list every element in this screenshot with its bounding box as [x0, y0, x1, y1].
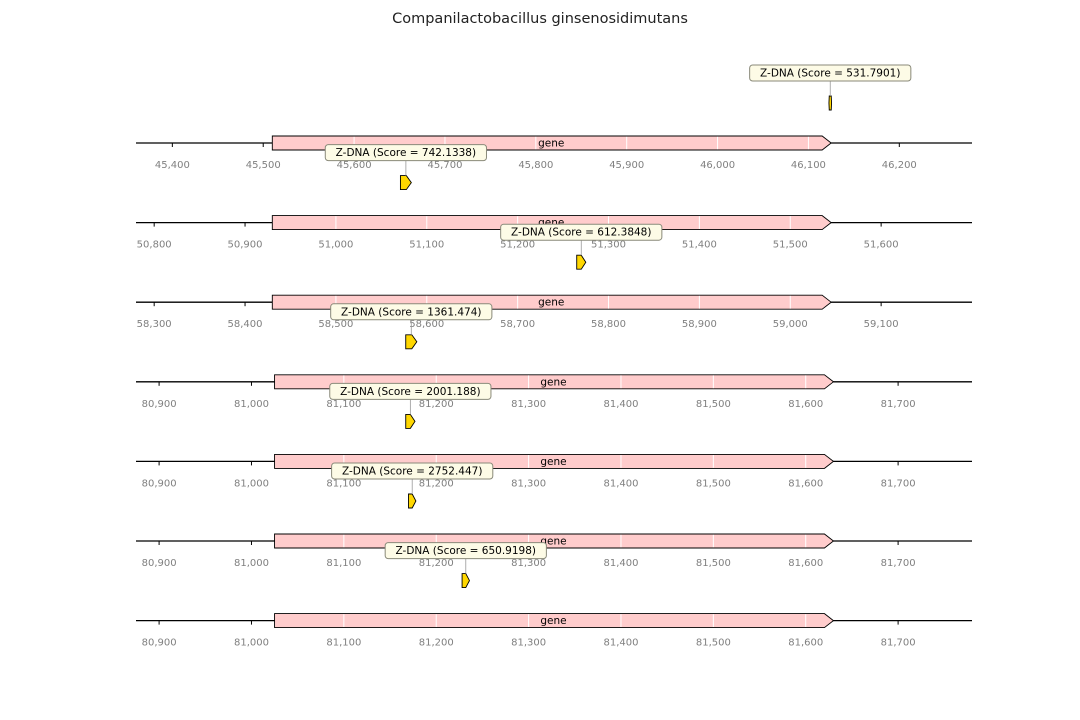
tick-label: 51,500: [773, 240, 808, 251]
tick-label: 81,700: [881, 638, 916, 649]
tick-label: 81,700: [881, 478, 916, 489]
motif-label: Z-DNA (Score = 650.9198): [396, 545, 536, 557]
tick-label: 81,600: [788, 478, 823, 489]
zdna-motif-arrow: [461, 573, 470, 589]
gene-label: gene: [538, 297, 564, 309]
tick-label: 81,000: [234, 478, 269, 489]
tick-label: 81,000: [234, 399, 269, 410]
tick-label: 81,500: [696, 558, 731, 569]
gene-label: gene: [540, 536, 566, 548]
zdna-motif-arrow: [405, 334, 418, 350]
tick-label: 58,600: [409, 319, 444, 330]
tick-label: 58,400: [228, 319, 263, 330]
tick-label: 58,300: [137, 319, 172, 330]
tick-label: 81,300: [511, 478, 546, 489]
tick-label: 80,900: [142, 558, 177, 569]
gene-feature-arrow: [271, 215, 832, 231]
tick-label: 59,100: [864, 319, 899, 330]
tick-label: 81,400: [603, 558, 638, 569]
tick-label: 45,400: [155, 160, 190, 171]
motif-label: Z-DNA (Score = 612.3848): [511, 227, 651, 239]
tick-label: 51,200: [500, 240, 535, 251]
tick-label: 58,700: [500, 319, 535, 330]
track-4: 80,900 81,000 81,100 81,200 81,300 81,400 81,5…: [136, 303, 972, 410]
motif-label: Z-DNA (Score = 742.1338): [336, 147, 476, 159]
tick-label: 80,900: [142, 399, 177, 410]
tick-label: 81,000: [234, 638, 269, 649]
tick-label: 81,400: [603, 638, 638, 649]
motif-label-box: [329, 382, 492, 400]
motif-label-box: [384, 542, 547, 560]
zdna-motif-arrow: [408, 493, 417, 509]
tick-label: 58,900: [682, 319, 717, 330]
track-5: 80,900 81,000 81,100 81,200 81,300 81,400 81,5…: [136, 382, 972, 489]
tick-label: 58,800: [591, 319, 626, 330]
tick-label: 80,900: [142, 478, 177, 489]
gene-label: gene: [540, 376, 566, 388]
tick-label: 59,000: [773, 319, 808, 330]
gene-label: gene: [540, 615, 566, 627]
tick-label: 51,400: [682, 240, 717, 251]
motif-label: Z-DNA (Score = 531.7901): [760, 68, 900, 80]
tick-label: 46,000: [700, 160, 735, 171]
tick-label: 81,200: [419, 638, 454, 649]
tick-label: 81,200: [419, 478, 454, 489]
tick-label: 46,100: [791, 160, 826, 171]
tick-label: 81,600: [788, 558, 823, 569]
tick-label: 45,600: [337, 160, 372, 171]
tick-label: 81,500: [696, 399, 731, 410]
motif-label-box: [500, 223, 663, 241]
tick-label: 81,200: [419, 558, 454, 569]
gene-label: gene: [540, 456, 566, 468]
track-2: 50,800 50,900 51,000 51,100 51,200 51,300 51,4…: [136, 144, 972, 251]
zdna-motif-arrow: [828, 95, 832, 111]
tick-label: 81,400: [603, 399, 638, 410]
tick-label: 81,300: [511, 558, 546, 569]
tick-label: 45,800: [518, 160, 553, 171]
motif-label: Z-DNA (Score = 2001.188): [340, 386, 480, 398]
tick-label: 81,600: [788, 399, 823, 410]
motif-label-box: [324, 144, 487, 162]
tick-label: 81,400: [603, 478, 638, 489]
tick-label: 51,600: [864, 240, 899, 251]
gene-feature-arrow: [274, 613, 835, 629]
track-1: 45,400 45,500 45,600 45,700 45,800 45,900 46,0…: [136, 64, 972, 171]
tick-label: 45,500: [246, 160, 281, 171]
zdna-motif-arrow: [399, 175, 412, 191]
tick-label: 81,100: [326, 558, 361, 569]
motif-label: Z-DNA (Score = 1361.474): [341, 306, 481, 318]
motif-label: Z-DNA (Score = 2752.447): [342, 466, 482, 478]
figure-title: Companilactobacillus ginsenosidimutans: [392, 11, 688, 27]
tick-label: 81,100: [326, 478, 361, 489]
tick-label: 45,700: [427, 160, 462, 171]
tick-label: 81,300: [511, 399, 546, 410]
gene-label: gene: [538, 138, 564, 150]
track-7: 80,900 81,000 81,100 81,200 81,300 81,400 81,5…: [136, 542, 972, 649]
tick-label: 45,900: [609, 160, 644, 171]
tick-label: 81,500: [696, 478, 731, 489]
tick-label: 51,100: [409, 240, 444, 251]
tick-label: 81,100: [326, 638, 361, 649]
tick-label: 51,300: [591, 240, 626, 251]
tick-label: 51,000: [318, 240, 353, 251]
tick-label: 58,500: [318, 319, 353, 330]
tick-label: 81,300: [511, 638, 546, 649]
tick-label: 81,700: [881, 558, 916, 569]
tick-label: 81,200: [419, 399, 454, 410]
motif-label-box: [749, 64, 912, 82]
motif-label-box: [331, 462, 494, 480]
tick-label: 81,600: [788, 638, 823, 649]
tick-label: 81,500: [696, 638, 731, 649]
tick-label: 46,200: [882, 160, 917, 171]
tick-label: 81,000: [234, 558, 269, 569]
tick-label: 81,700: [881, 399, 916, 410]
tick-label: 50,900: [228, 240, 263, 251]
zdna-motif-arrow: [405, 413, 416, 429]
tick-label: 50,800: [137, 240, 172, 251]
tick-label: 80,900: [142, 638, 177, 649]
zdna-motif-arrow: [576, 254, 587, 270]
tick-label: 81,100: [326, 399, 361, 410]
motif-label-box: [330, 303, 493, 321]
